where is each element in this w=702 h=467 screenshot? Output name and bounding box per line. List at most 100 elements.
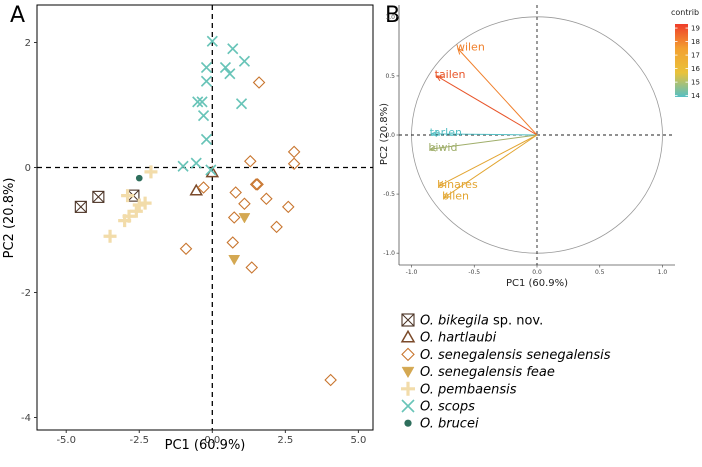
legend-label-feae: O. senegalensis feae [420,365,555,380]
species-legend: O. bikegila sp. nov. O. hartlaubi O. seneg… [400,313,611,432]
point-scops [227,43,239,55]
x-stroke [200,75,213,87]
plus-stroke [144,165,158,179]
diamond-shape [227,211,241,224]
colorbar-tick-label: 16 [691,65,700,73]
panel-a-y-ticks: -4 -2 0 2 [21,38,37,424]
x-stroke [177,160,189,172]
point-scops [206,35,218,47]
panel-b-y-tick-label: -1.0 [383,250,395,257]
legend-key-hartlaubi [400,329,416,343]
x-stroke [238,55,251,67]
triangle-shape [400,329,416,343]
point-scops [238,55,251,67]
point-senegalensis [270,220,283,234]
diamond-shape [324,373,337,387]
x-stroke [219,61,232,74]
point-senegalensis [287,157,301,171]
variable-label-biwid: biwid [428,141,457,154]
colorbar-tick-label: 14 [691,92,700,100]
point-brucei [135,174,143,182]
point-scops [190,157,202,169]
arrowhead-tarlen [430,130,438,137]
point-senegalensis [179,242,193,256]
panel-b-x-tick-label: 1.0 [658,269,668,276]
diamond-shape [244,154,257,168]
point-senegalensis [229,186,242,199]
panel-a-y-axis-title: PC2 (20.8%) [2,178,17,259]
point-scops [196,96,208,108]
point-pembaensis [129,204,143,218]
point-hartlaubi [189,183,204,196]
point-pembaensis [144,165,158,179]
diamond-shape [287,157,301,171]
dot-shape [404,419,412,427]
point-senegalensis [197,181,210,194]
variable-label-bilen: bilen [442,190,469,203]
legend-key-bikegila [401,313,415,327]
legend-key-pembaensis [401,381,415,396]
diamond-shape [281,200,295,214]
legend-label-senegalensis: O. senegalensis senegalensis [420,348,611,363]
colorbar-tick-label: 15 [691,79,700,87]
point-pembaensis [103,229,117,243]
point-senegalensis [252,76,266,89]
diamond-shape [229,186,242,199]
colorbar-tick-label: 18 [691,38,700,46]
legend-label-bikegila: O. bikegila sp. nov. [420,314,543,329]
panel-a-reference-lines [37,5,373,430]
panel-a-x-ticks: -5.0 -2.5 0.0 2.5 5.0 [56,430,366,446]
variable-label-binares: binares [437,178,478,191]
triangle-down-shape [401,366,415,379]
diamond-shape [260,192,273,206]
diamond-shape [245,261,259,274]
x-tick-label: 2.5 [277,435,293,446]
panel-b-x-tick-label: -0.5 [468,269,480,276]
plus-stroke [401,381,415,396]
arrow-binares [438,134,538,187]
legend-label-italic-part: O. bikegila [420,314,489,329]
x-stroke [205,164,217,176]
panel-b-letter: B [385,3,400,28]
arrow-wilen [457,48,538,136]
point-scops [200,61,213,74]
x-tick-label: -2.5 [130,435,150,446]
dot-shape [135,174,143,182]
point-senegalensis [281,200,295,214]
legend-key-feae [401,366,415,379]
panel-b-y-tick-label: 1.0 [385,14,395,21]
contrib-colorbar: contrib 19 18 17 16 15 14 [671,8,700,100]
arrow-biwid [430,134,538,150]
plus-stroke [121,189,135,203]
colorbar-gradient [675,24,688,97]
diamond-shape [270,220,283,234]
arrowhead-biwid [429,145,437,152]
panel-a-letter: A [10,3,25,28]
arrowhead-binares [438,180,446,187]
arrowhead-tailen [435,75,443,82]
point-scops [200,75,213,87]
point-scops [205,164,217,176]
diamond-shape [287,145,301,159]
arrow-tailen [436,75,538,136]
point-senegalensis [244,154,257,168]
point-scops [219,61,232,74]
x-stroke [197,110,210,122]
legend-label-hartlaubi: O. hartlaubi [420,331,497,346]
diamond-shape [401,347,415,362]
diamond-shape [179,242,193,256]
variable-label-tarlen: tarlen [430,126,462,139]
box-shape [401,313,415,327]
variable-label-tailen: tailen [435,68,466,81]
point-scops [200,133,213,145]
panel-a-frame [36,4,374,431]
point-bikegila [74,200,87,213]
triangle-down-shape [228,255,241,266]
point-senegalensis [251,178,264,191]
triangle-shape [189,183,204,196]
y-tick-label: -2 [21,288,31,299]
panel-b-x-tick-label: -1.0 [406,269,418,276]
legend-label-scops: O. scops [420,400,475,415]
x-stroke [224,68,236,80]
